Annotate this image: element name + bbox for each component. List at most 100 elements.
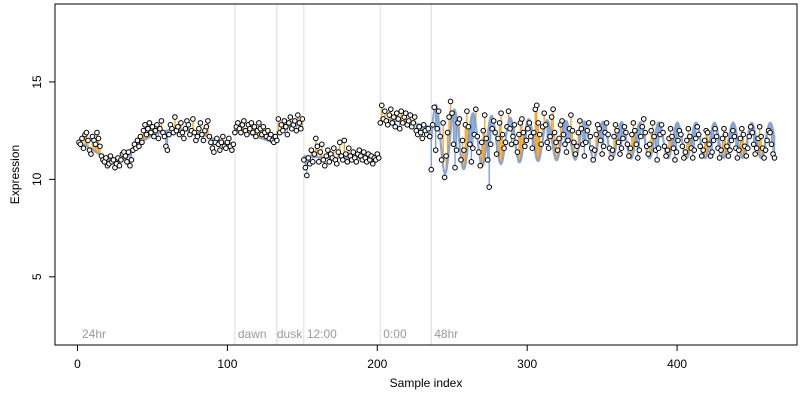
data-point (498, 110, 504, 116)
data-point (405, 118, 412, 124)
data-point (218, 139, 225, 146)
x-axis-label: Sample index (390, 376, 463, 390)
data-point (310, 159, 316, 165)
y-axis-label: Expression (8, 145, 22, 204)
data-point (393, 110, 400, 116)
data-point (747, 123, 754, 130)
data-point (620, 135, 626, 142)
data-point (615, 139, 622, 146)
data-point (287, 114, 294, 120)
data-point (280, 127, 286, 134)
data-point (118, 157, 124, 163)
data-point (753, 145, 760, 151)
data-point (700, 147, 706, 153)
x-tick-label-4: 400 (667, 357, 687, 371)
data-point (127, 162, 133, 169)
data-point (281, 118, 288, 124)
data-point (453, 147, 460, 153)
data-point (681, 155, 687, 161)
data-point (432, 147, 439, 153)
data-point (568, 112, 574, 118)
data-point (197, 120, 204, 126)
data-point (275, 116, 282, 122)
data-point (323, 153, 330, 159)
data-point (449, 110, 455, 116)
data-point (360, 149, 367, 155)
data-point (386, 112, 393, 118)
y-axis: 5 10 15 (30, 75, 56, 280)
data-point (304, 172, 310, 179)
data-point (139, 139, 145, 146)
data-point (253, 133, 259, 140)
data-point (513, 139, 519, 146)
data-point (392, 123, 399, 130)
data-point (302, 164, 309, 171)
data-point (232, 129, 238, 136)
y-tick-label-0: 5 (30, 273, 44, 280)
data-point (301, 157, 307, 163)
data-point (637, 133, 644, 140)
data-point (226, 135, 232, 142)
data-point (630, 120, 637, 126)
data-point (161, 133, 168, 140)
data-point (458, 157, 464, 163)
data-point (762, 147, 769, 153)
period-label-3: 12:00 (307, 327, 337, 341)
data-point (389, 120, 396, 126)
data-point (544, 139, 550, 146)
x-tick-label-3: 300 (517, 357, 537, 371)
data-point (250, 129, 256, 136)
data-point (550, 106, 556, 113)
data-point (508, 141, 515, 148)
period-label-0: 24hr (82, 327, 106, 341)
data-point (185, 122, 192, 128)
data-point (761, 155, 767, 161)
period-label-4: 0:00 (383, 327, 407, 341)
data-point (459, 137, 466, 144)
data-point (468, 159, 475, 165)
data-point (744, 145, 751, 151)
data-point (569, 127, 576, 134)
data-point (387, 106, 394, 113)
data-point (621, 123, 628, 130)
data-point (678, 131, 684, 138)
data-point (178, 120, 184, 126)
data-point (417, 129, 424, 136)
data-point (410, 120, 417, 126)
data-point (158, 118, 165, 124)
data-point (752, 151, 758, 157)
data-point (79, 135, 85, 142)
data-point (736, 147, 742, 153)
data-point (325, 147, 331, 153)
data-point (88, 151, 94, 157)
data-point (582, 139, 589, 146)
data-point (722, 131, 729, 138)
data-point (687, 133, 693, 140)
data-point (475, 149, 482, 155)
data-point (200, 137, 207, 144)
data-point (335, 149, 342, 155)
data-point (718, 147, 724, 153)
data-point (548, 114, 555, 120)
data-point (768, 141, 775, 148)
data-point (314, 143, 321, 150)
data-point (326, 159, 333, 165)
data-point (617, 151, 623, 157)
data-point (137, 133, 144, 140)
data-point (704, 129, 711, 136)
data-point (618, 145, 625, 151)
data-point (587, 133, 594, 140)
data-point (125, 149, 132, 155)
data-point (353, 159, 360, 165)
data-point (547, 133, 553, 140)
data-point (206, 133, 213, 140)
data-point (346, 145, 352, 151)
data-point (501, 145, 507, 151)
data-point (750, 141, 757, 148)
data-point (728, 137, 735, 144)
data-point (431, 104, 438, 111)
data-point (632, 127, 638, 134)
data-point (481, 112, 488, 118)
data-point (661, 143, 668, 150)
